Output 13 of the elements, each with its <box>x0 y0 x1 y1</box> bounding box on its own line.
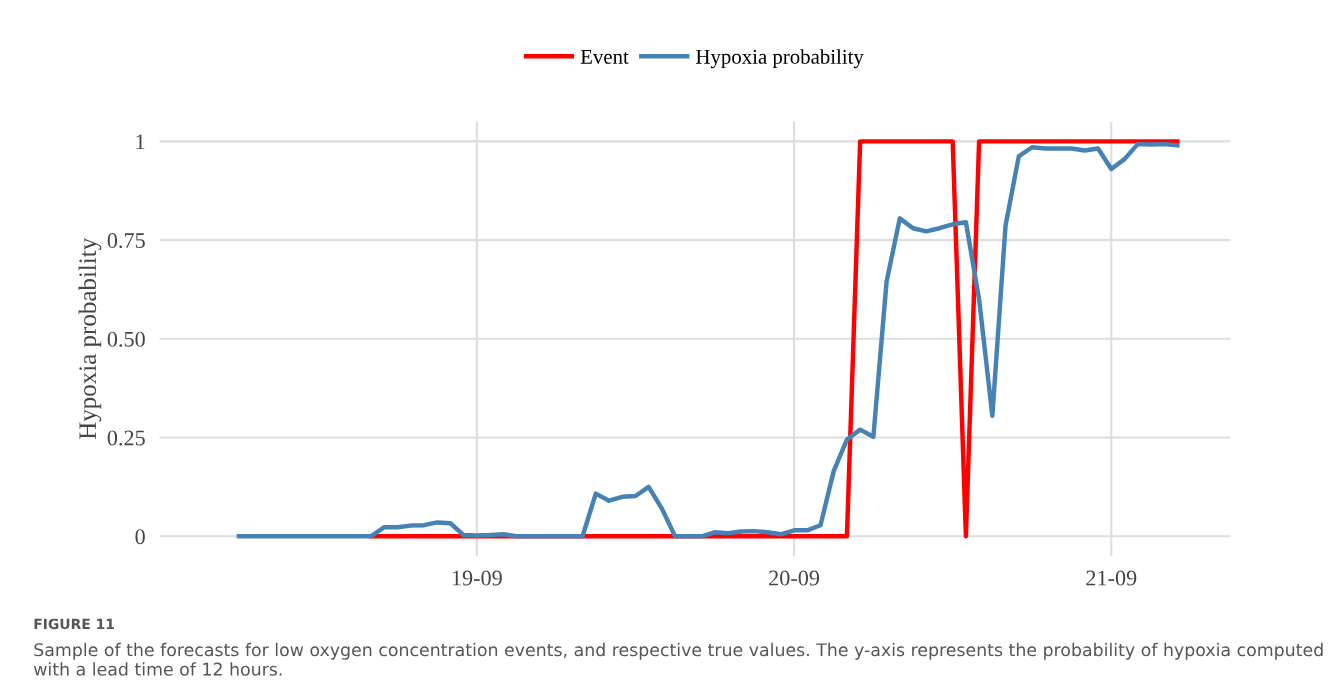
text: Sample of the forecasts for low oxygen concentration events, and respective true values. The y-axis represents the probability of hypoxia computed with a lead time of 12 hours. <box>33 642 1323 676</box>
caption: FIGURE 11 <box>34 618 114 630</box>
x-tick-label: 21-09 <box>1086 570 1137 586</box>
x-tick-label: 20-09 <box>769 570 820 586</box>
y-tick-label: 0.75 <box>107 233 145 249</box>
x-tick-label: 19-09 <box>452 570 502 586</box>
y-tick-label: 1 <box>136 134 145 150</box>
legend-label: Hypoxia probability <box>696 49 864 69</box>
y-tick-label: 0 <box>135 529 145 545</box>
y-tick-label: 0.50 <box>107 331 145 347</box>
y-tick-label: 0.25 <box>107 430 145 446</box>
y-axis-title: Hypoxia probability <box>78 237 102 440</box>
legend-label: Event <box>580 49 629 64</box>
